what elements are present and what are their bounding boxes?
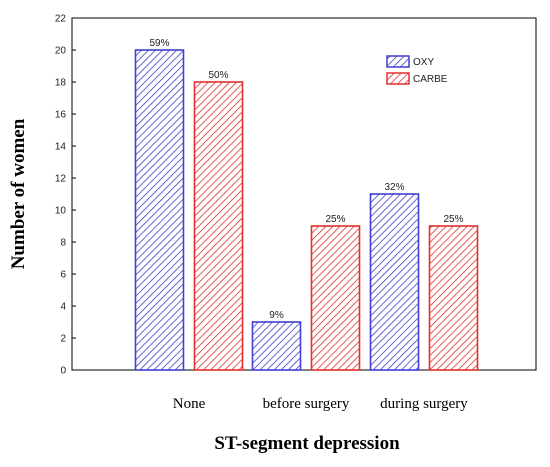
x-category-label: before surgery [263,396,350,412]
legend-swatch-oxy [386,55,410,68]
bar-data-label: 9% [269,310,284,321]
legend-swatch-carbe [386,72,410,85]
y-tick-label: 4 [60,302,66,313]
y-tick-label: 18 [55,78,67,89]
bar-oxy-1 [251,321,302,371]
bar-carbe-1 [310,225,361,371]
x-category-label: None [173,396,206,412]
bar-carbe-0 [193,81,244,371]
y-tick-label: 2 [60,334,66,345]
bar-carbe-2 [428,225,479,371]
y-axis: 0 2 4 6 8 10 12 14 16 18 20 22 [55,14,76,377]
bar-data-label: 25% [325,214,345,225]
bar-oxy-2 [369,193,420,371]
x-category-label: during surgery [380,396,468,412]
y-axis-title: Number of women [8,118,29,269]
y-tick-label: 22 [55,14,67,25]
bar-data-label: 32% [384,182,404,193]
x-categories: None before surgery during surgery [173,396,469,412]
legend-label-carbe: CARBE [413,74,448,85]
y-tick-label: 6 [60,270,66,281]
y-tick-label: 10 [55,206,67,217]
x-axis-title: ST-segment depression [214,433,400,454]
legend-label-oxy: OXY [413,57,434,68]
y-tick-label: 8 [60,238,66,249]
y-tick-label: 20 [55,46,67,57]
bar-labels: 59% 50% 9% 25% 32% 25% [149,38,463,321]
bars [134,49,479,371]
y-tick-label: 12 [55,174,67,185]
y-tick-label: 0 [60,366,66,377]
y-tick-label: 14 [55,142,67,153]
bar-oxy-0 [134,49,185,371]
legend: OXY CARBE [386,55,448,85]
y-tick-label: 16 [55,110,67,121]
bar-data-label: 50% [208,70,228,81]
bar-data-label: 25% [443,214,463,225]
bar-data-label: 59% [149,38,169,49]
